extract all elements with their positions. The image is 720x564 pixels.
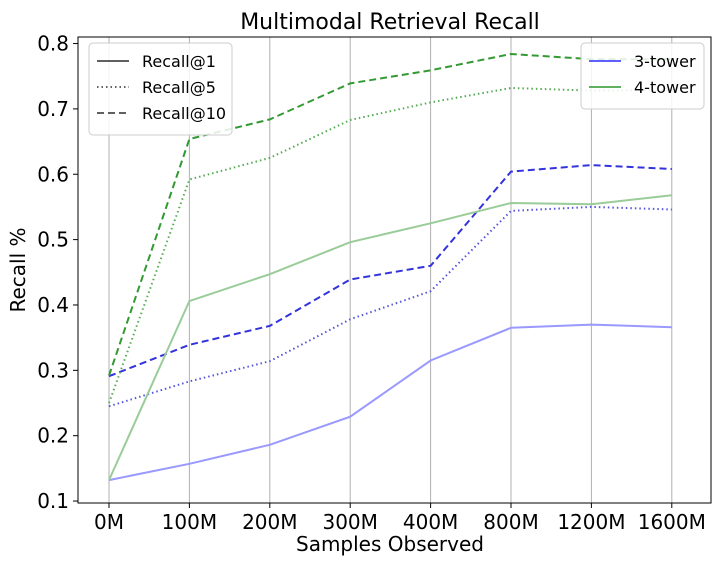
x-tick-label: 200M <box>242 510 297 534</box>
legend-metric-box <box>88 42 233 136</box>
y-tick-label: 0.3 <box>37 358 69 382</box>
x-axis-label: Samples Observed <box>296 532 484 556</box>
series-line-3-tower-recall-at-1 <box>108 323 672 482</box>
y-tick-label: 0.7 <box>37 97 69 121</box>
x-tick-label: 800M <box>483 510 538 534</box>
legend-model-label: 3-tower <box>634 52 696 71</box>
y-tick-label: 0.2 <box>37 424 69 448</box>
series-line-3-tower-recall-at-5 <box>108 205 672 408</box>
series-line-4-tower-recall-at-1 <box>108 194 672 481</box>
y-tick-label: 0.8 <box>37 32 69 56</box>
legend-model-label: 4-tower <box>634 78 696 97</box>
legend-metric: Recall@1 Recall@5 Recall@10 <box>88 42 233 136</box>
legend-model-box <box>580 42 705 110</box>
x-tick-label: 1600M <box>638 510 706 534</box>
y-tick-label: 0.6 <box>37 162 69 186</box>
y-axis-ticks: 0.1 0.2 0.3 0.4 0.5 0.6 0.7 0.8 <box>37 32 78 513</box>
plot-frame <box>77 36 712 504</box>
legend-model: 3-tower 4-tower <box>580 42 705 110</box>
chart-title: Multimodal Retrieval Recall <box>240 10 540 35</box>
x-tick-label: 100M <box>162 510 217 534</box>
x-tick-label: 400M <box>403 510 458 534</box>
series-lines <box>108 52 672 482</box>
y-axis-label: Recall % <box>6 227 30 312</box>
x-tick-label: 0M <box>94 510 124 534</box>
series-line-4-tower-recall-at-5 <box>108 86 672 404</box>
x-tick-label: 1200M <box>557 510 625 534</box>
legend-metric-label: Recall@5 <box>142 78 216 97</box>
y-tick-label: 0.1 <box>37 489 69 513</box>
x-tick-label: 300M <box>322 510 377 534</box>
series-line-3-tower-recall-at-10 <box>108 164 672 378</box>
legend-metric-label: Recall@10 <box>142 104 226 123</box>
y-tick-label: 0.4 <box>37 293 69 317</box>
series-line-4-tower-recall-at-10 <box>108 52 672 376</box>
y-tick-label: 0.5 <box>37 228 69 252</box>
legend-metric-label: Recall@1 <box>142 52 216 71</box>
x-axis-ticks: 0M 100M 200M 300M 400M 800M 1200M 1600M <box>94 503 706 534</box>
